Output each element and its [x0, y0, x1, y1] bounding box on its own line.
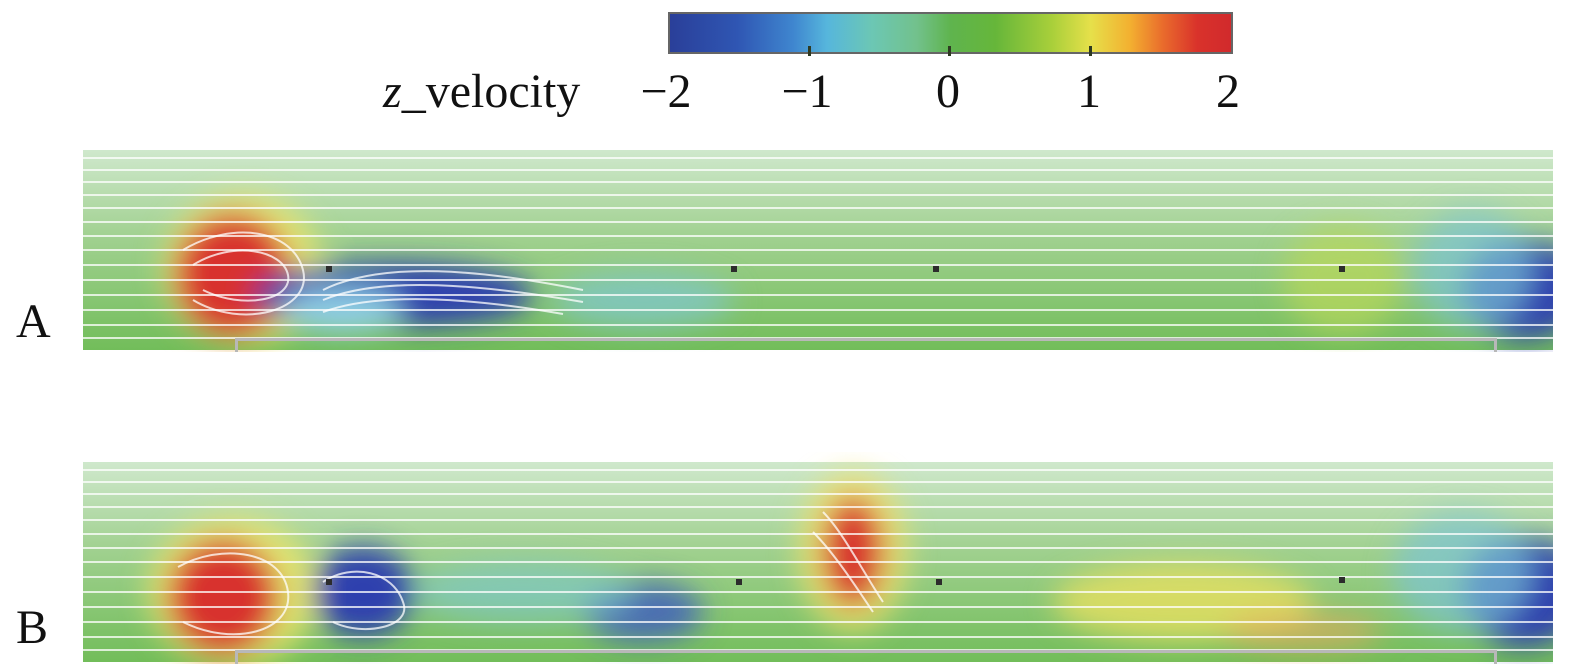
panel-b-probe-marker — [736, 579, 742, 585]
panel-a-streamlines — [83, 157, 1553, 339]
colorbar-title: z_velocity — [383, 64, 580, 120]
panel-a-label: A — [16, 295, 51, 348]
colorbar-tick — [948, 46, 951, 56]
panel-b-wall — [235, 650, 1497, 653]
colorbar-label-neg1: −1 — [781, 65, 833, 118]
panel-b-probe-marker — [326, 579, 332, 585]
panel-a-probe-marker — [933, 266, 939, 272]
panel-a-wall-left — [235, 338, 238, 352]
panel-b-flow-field — [83, 462, 1553, 664]
colorbar-label-min: −2 — [640, 65, 692, 118]
colorbar-label-max: 2 — [1216, 65, 1240, 118]
panel-b-wall-right — [1494, 650, 1497, 664]
panel-a-probe-marker — [326, 266, 332, 272]
panel-b-wall-left — [235, 650, 238, 664]
panel-b-probe-marker — [936, 579, 942, 585]
colorbar-title-variable: z — [383, 65, 402, 118]
colorbar-tick — [1089, 46, 1092, 56]
colorbar-label-zero: 0 — [936, 65, 960, 118]
panel-a-wall — [235, 338, 1497, 341]
panel-a-flow-field — [83, 150, 1553, 352]
panel-a-wall-right — [1494, 338, 1497, 352]
panel-a-probe-marker — [1339, 266, 1345, 272]
panel-a-probe-marker — [731, 266, 737, 272]
colorbar-title-suffix: _velocity — [401, 65, 581, 118]
panel-b-label: B — [16, 601, 49, 654]
colorbar-label-pos1: 1 — [1077, 65, 1101, 118]
colorbar-tick — [808, 46, 811, 56]
panel-b-probe-marker — [1339, 577, 1345, 583]
